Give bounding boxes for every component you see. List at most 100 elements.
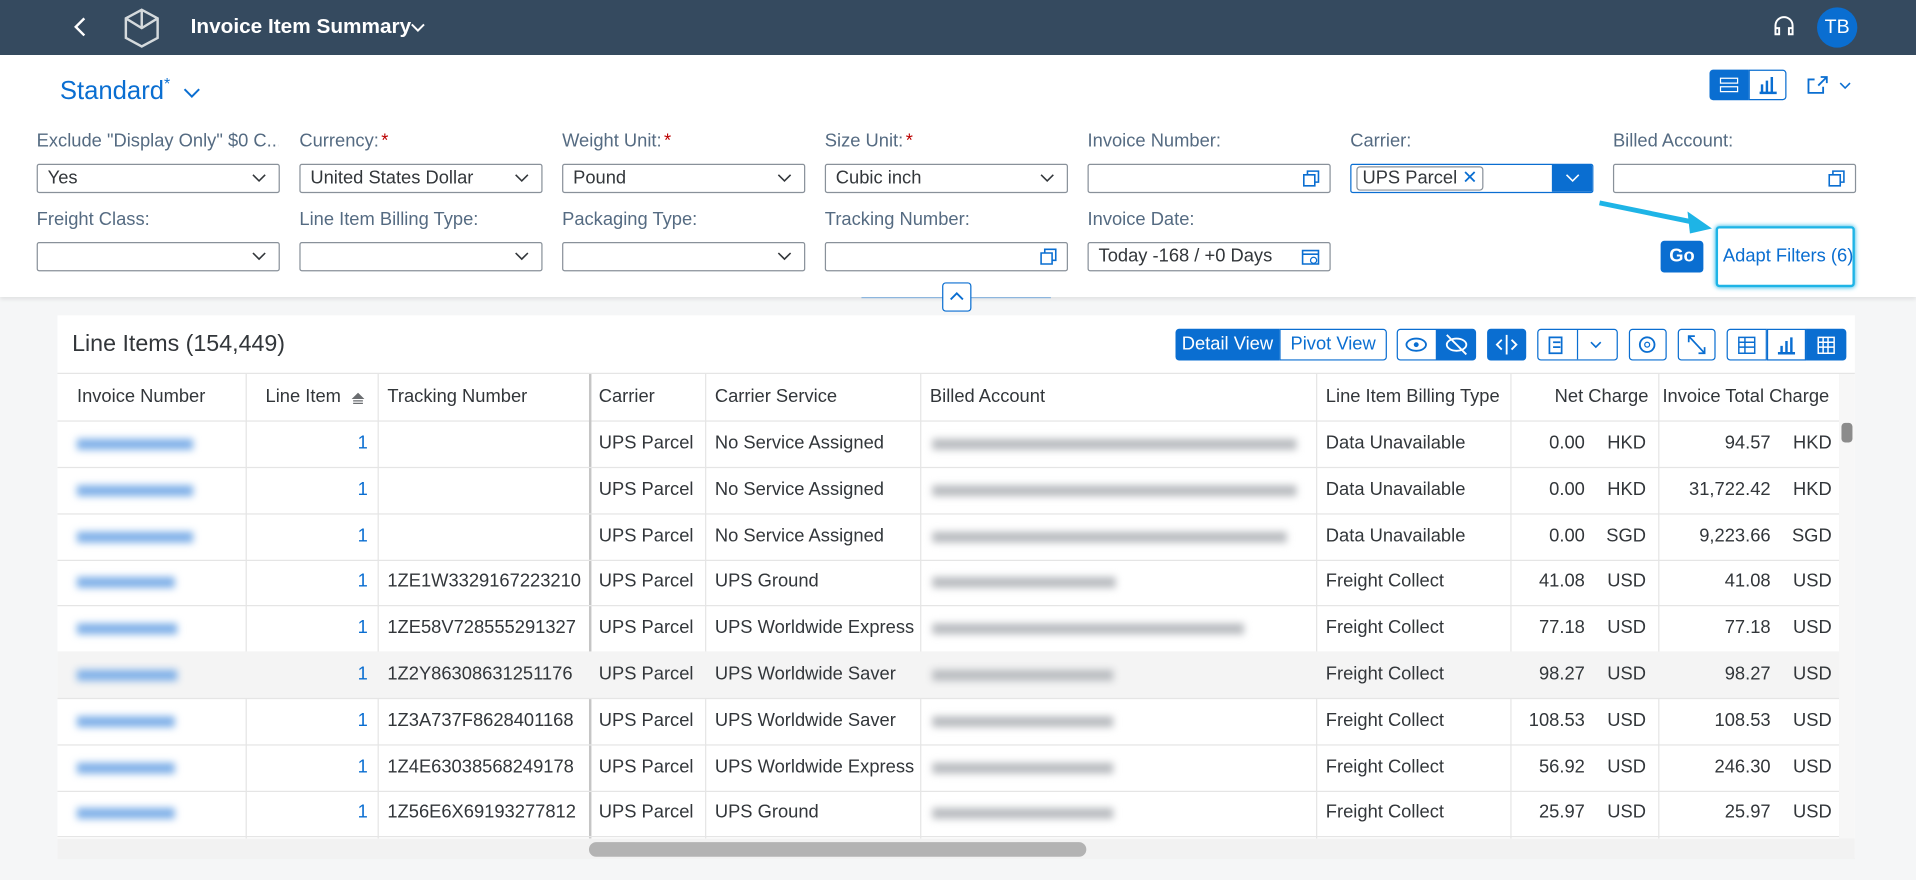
table-row[interactable]: 1 UPS Parcel No Service Assigned Data Unava… [57,467,1840,515]
filter-input[interactable]: Today -168 / +0 Days [1087,241,1331,272]
redacted-billed-account [932,808,1114,820]
net-currency: USD [1607,571,1646,593]
filter-input[interactable] [299,241,543,272]
total-charge: 25.97 [1724,802,1771,824]
export-button[interactable] [1537,328,1618,361]
line-item[interactable]: 1 [357,478,368,500]
line-item[interactable]: 1 [357,756,368,777]
table-row[interactable]: 1 1ZE58V728555291327 UPS Parcel UPS Worldwi… [57,605,1840,653]
table-row[interactable]: 1 1ZE1W3329167223210 UPS Parcel UPS Ground F… [57,559,1840,607]
dropdown-button[interactable] [512,247,532,270]
value-help-button[interactable] [1826,167,1848,191]
dropdown-button[interactable] [512,169,532,192]
filter-input[interactable]: UPS Parcel ✕ [1350,163,1594,194]
filter-input[interactable]: Cubic inch [824,163,1068,194]
share-button[interactable] [1806,73,1857,97]
filter-label: Size Unit: * [825,131,1067,152]
variant-name[interactable]: Standard* [60,75,170,107]
settings-button[interactable] [1628,328,1667,361]
compact-toggle[interactable] [1709,69,1749,101]
chart-toggle[interactable] [1748,69,1787,101]
total-charge: 98.27 [1724,663,1771,685]
token-remove[interactable]: ✕ [1462,167,1478,189]
hide-button[interactable] [1437,328,1477,361]
table-view-toggle[interactable] [1806,328,1847,361]
filter-input[interactable] [36,241,280,272]
line-item[interactable]: 1 [357,709,368,731]
billing-type: Freight Collect [1325,756,1444,777]
total-charge: 246.30 [1714,756,1771,777]
dropdown-button[interactable] [1037,169,1057,192]
filter-input[interactable] [824,241,1068,272]
net-charge: 0.00 [1549,525,1585,546]
column-header[interactable]: Invoice Total Charge [1662,386,1830,407]
net-currency: SGD [1606,525,1646,546]
line-item[interactable]: 1 [357,617,368,639]
dropdown-button[interactable] [775,247,795,270]
filter-input[interactable] [562,241,806,272]
adapt-filters-button[interactable]: Adapt Filters (6) [1722,245,1854,267]
line-item[interactable]: 1 [357,525,368,546]
dropdown-button[interactable] [775,169,795,192]
total-charge: 41.08 [1724,571,1771,593]
total-currency: USD [1792,756,1832,777]
line-item[interactable]: 1 [357,432,368,454]
table-row[interactable]: 1 UPS Parcel No Service Assigned Data Unava… [57,513,1840,561]
filter-label: Weight Unit: * [562,131,804,152]
value-help-button[interactable] [1300,167,1322,191]
table-row[interactable]: 1 1Z2Y86308631251176 UPS Parcel UPS Worldwi… [57,651,1840,700]
collapse-button[interactable] [942,282,972,312]
show-button[interactable] [1396,328,1438,361]
column-header[interactable]: Line Item Billing Type [1325,386,1500,407]
vertical-scroll-thumb[interactable] [1841,422,1853,443]
filter-input[interactable]: Pound [562,163,806,194]
carrier: UPS Parcel [598,617,694,639]
icon [1777,337,1796,355]
carrier-service: UPS Worldwide Express [714,756,915,777]
carrier: UPS Parcel [598,709,694,731]
filter-label-text: Size Unit: [824,130,904,152]
split-button[interactable] [1487,328,1527,361]
table-row[interactable]: 1 1Z56E6X69193277812 UPS Parcel UPS Ground F… [57,790,1840,838]
filter-input[interactable] [1087,163,1331,194]
go-button[interactable]: Go [1660,240,1704,273]
chart-view-toggle[interactable] [1766,328,1807,361]
line-item[interactable]: 1 [357,663,368,685]
dropdown-button[interactable] [1551,164,1593,192]
column-header[interactable]: Carrier [598,386,655,407]
column-header[interactable]: Tracking Number [387,386,528,407]
column-header[interactable]: Billed Account [929,386,1046,407]
help-icon[interactable] [1772,15,1796,39]
date-picker-button[interactable] [1300,246,1322,270]
column-header[interactable]: Net Charge [1554,386,1649,407]
back-button[interactable] [68,15,92,39]
tracking-number: 1Z4E63038568249178 [387,756,574,777]
variant-dropdown[interactable] [182,83,202,103]
app-title[interactable]: Invoice Item Summary [190,14,412,38]
pivot-view-button[interactable]: Pivot View [1279,328,1387,361]
redacted-invoice-number [76,438,194,450]
column-header[interactable]: Line Item [265,386,341,407]
dropdown-button[interactable] [249,247,269,270]
column-header[interactable]: Carrier Service [714,386,838,407]
filter-input[interactable] [1612,163,1857,194]
detail-view-button[interactable]: Detail View [1175,328,1280,361]
table-row[interactable]: 1 1Z4E63038568249178 UPS Parcel UPS Worldwi… [57,744,1840,792]
table-row[interactable]: 1 1Z3A737F8628401168 UPS Parcel UPS Worldwi… [57,698,1840,746]
horizontal-scroll-thumb[interactable] [588,842,1087,857]
vertical-scrollbar [1839,373,1855,839]
title-dropdown[interactable] [409,20,426,37]
value-help-button[interactable] [1037,246,1059,270]
column-header[interactable]: Invoice Number [76,386,206,407]
net-currency: HKD [1607,432,1646,454]
table-chart-toggle[interactable] [1726,328,1767,361]
filter-input[interactable]: Yes [36,163,280,194]
table-row[interactable]: 1 UPS Parcel No Service Assigned Data Unava… [57,420,1840,469]
carrier: UPS Parcel [598,525,694,546]
dropdown-button[interactable] [249,169,269,192]
avatar[interactable]: TB [1817,7,1858,48]
filter-input[interactable]: United States Dollar [299,163,543,194]
fullscreen-button[interactable] [1677,328,1716,361]
line-item[interactable]: 1 [357,571,368,593]
line-item[interactable]: 1 [357,802,368,824]
